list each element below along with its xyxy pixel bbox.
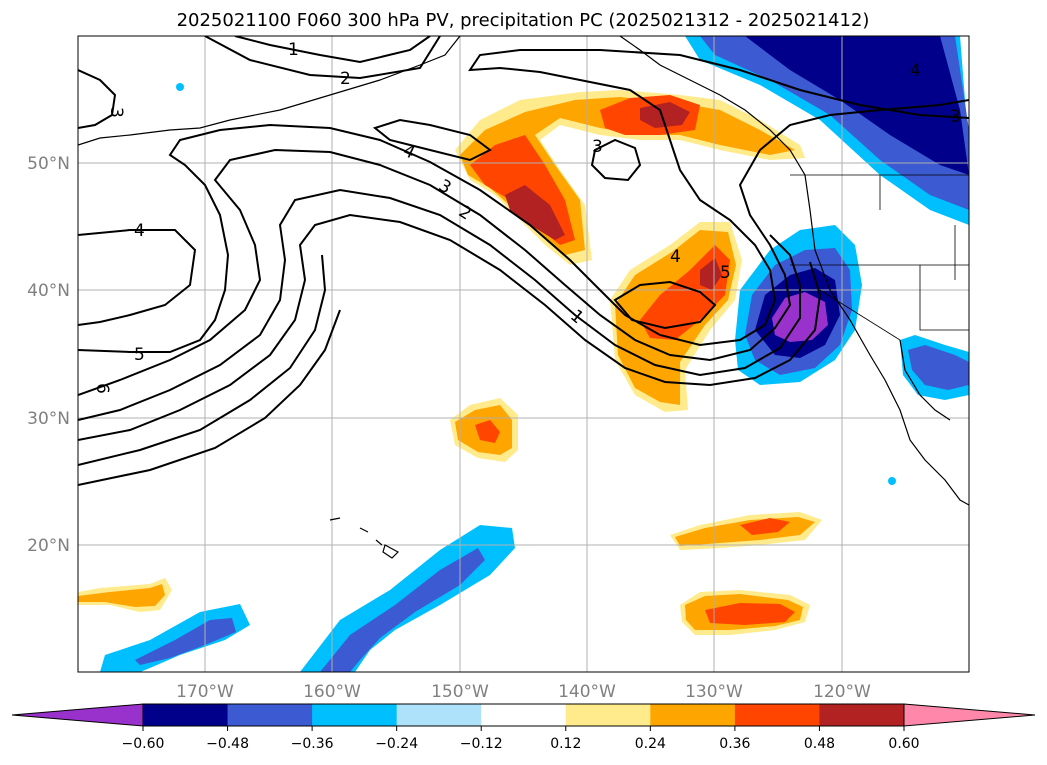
lon-label: 160°W (303, 682, 361, 702)
lon-label: 140°W (558, 682, 616, 702)
lon-label: 130°W (685, 682, 743, 702)
colorbar-tick-label: −0.60 (122, 736, 165, 752)
colorbar-tick-label: −0.24 (375, 736, 418, 752)
lon-label: 170°W (176, 682, 234, 702)
contour-label: 4 (670, 247, 681, 267)
colorbar-frame (142, 703, 905, 727)
contour-label: 5 (134, 345, 145, 365)
colorbar-tick-label: −0.12 (460, 736, 503, 752)
colorbar-tick-label: 0.12 (550, 736, 581, 752)
colorbar-segment (565, 704, 651, 726)
lat-label: 30°N (27, 409, 70, 429)
contour-label: 5 (720, 263, 731, 283)
map-frame (77, 35, 970, 673)
coastlines (78, 36, 969, 559)
colorbar-tick-label: 0.24 (635, 736, 666, 752)
colorbar-segment (481, 704, 567, 726)
lat-label: 50°N (27, 154, 70, 174)
contour-label: 4 (910, 61, 921, 81)
colorbar-extend-low (11, 703, 144, 727)
lat-label: 40°N (27, 281, 70, 301)
lat-label: 20°N (27, 536, 70, 556)
longitude-labels: 170°W 160°W 150°W 140°W 130°W 120°W (176, 682, 871, 702)
pv-contours (78, 36, 969, 486)
colorbar: −0.60 −0.48 −0.36 −0.24 −0.12 0.12 0.24 0.36 0.4… (11, 703, 1036, 752)
colorbar-tick-label: −0.48 (206, 736, 249, 752)
colorbar-segment (227, 704, 313, 726)
contour-label: 6 (92, 383, 112, 394)
contour-label: 2 (340, 69, 351, 89)
colorbar-segment (396, 704, 482, 726)
colorbar-tick-label: −0.36 (291, 736, 334, 752)
contour-label: 3 (106, 107, 126, 118)
colorbar-segment (650, 704, 736, 726)
colorbar-tick-label: 0.48 (804, 736, 835, 752)
contour-label: 3 (592, 137, 603, 157)
lon-label: 120°W (813, 682, 871, 702)
colorbar-segment (819, 704, 905, 726)
colorbar-tick-label: 0.36 (719, 736, 750, 752)
figure-title: 2025021100 F060 300 hPa PV, precipitatio… (177, 10, 870, 31)
contour-label: 3 (950, 107, 961, 127)
latitude-labels: 50°N 40°N 30°N 20°N (27, 154, 70, 556)
colorbar-tick-label: 0.60 (888, 736, 919, 752)
colorbar-segment (143, 704, 229, 726)
colorbar-segment (734, 704, 820, 726)
contour-label: 1 (288, 40, 299, 60)
lon-label: 150°W (431, 682, 489, 702)
contour-label: 4 (134, 221, 145, 241)
colorbar-extend-high (903, 703, 1036, 727)
colorbar-segment (312, 704, 398, 726)
